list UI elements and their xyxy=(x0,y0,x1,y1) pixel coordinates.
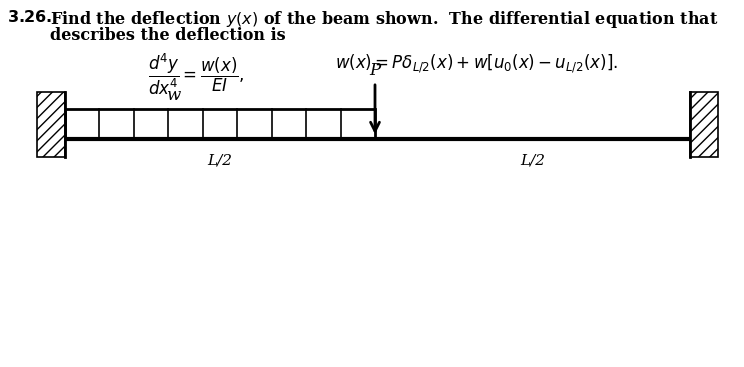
Text: L/2: L/2 xyxy=(208,154,232,168)
Text: $\mathbf{3.26.}$: $\mathbf{3.26.}$ xyxy=(7,9,52,26)
Text: w: w xyxy=(167,87,181,104)
Text: $\dfrac{d^4y}{dx^4} = \dfrac{w(x)}{EI},$: $\dfrac{d^4y}{dx^4} = \dfrac{w(x)}{EI},$ xyxy=(148,52,245,97)
Bar xyxy=(37,92,65,157)
Text: Find the deflection $\mathit{y}(\mathit{x})$ of the beam shown.  The differentia: Find the deflection $\mathit{y}(\mathit{… xyxy=(50,9,718,30)
Text: L/2: L/2 xyxy=(520,154,545,168)
Text: $w(x) = P\delta_{L/2}(x) + w[u_0(x) - u_{L/2}(x)].$: $w(x) = P\delta_{L/2}(x) + w[u_0(x) - u_… xyxy=(335,52,618,75)
Text: describes the deflection is: describes the deflection is xyxy=(50,27,286,44)
Text: P: P xyxy=(370,62,381,79)
Bar xyxy=(690,92,718,157)
